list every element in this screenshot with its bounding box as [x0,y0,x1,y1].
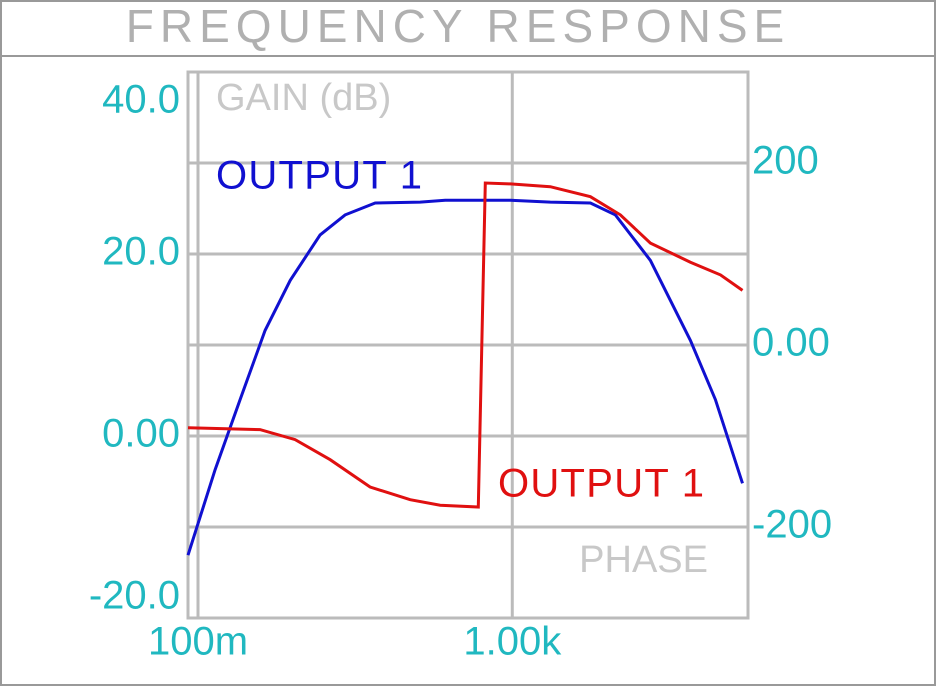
x-tick-label: 1.00k [463,620,562,664]
series-line [187,181,744,509]
y2-tick-label: -200 [752,503,832,547]
y2-axis-label: PHASE [579,539,708,581]
y-axis-label: GAIN (dB) [216,77,391,119]
chart-title: FREQUENCY RESPONSE [126,0,790,52]
series-label: OUTPUT 1 [216,154,422,198]
y-tick-label: 0.00 [102,412,180,456]
series-label: OUTPUT 1 [498,462,704,506]
y-tick-label: 20.0 [102,230,180,274]
series-line [186,198,744,556]
x-tick-label: 100m [148,620,248,664]
y-tick-label: -20.0 [89,574,180,618]
y2-tick-label: 200 [752,139,819,183]
y-tick-label: 40.0 [102,78,180,122]
y2-tick-label: 0.00 [752,321,830,365]
